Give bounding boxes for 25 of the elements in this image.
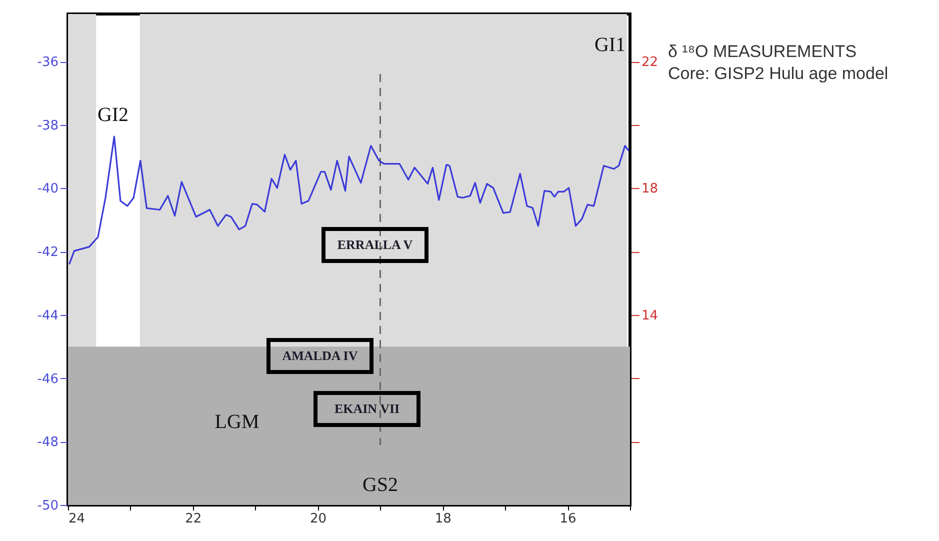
- y2-tick-label: 18: [642, 182, 658, 197]
- y-tick-label: -42: [37, 245, 58, 260]
- ref-line-label: GS2: [362, 474, 398, 496]
- y2-tick-label: 14: [642, 308, 658, 324]
- annotation: AMALDA IV: [282, 348, 358, 363]
- x-tick-label: 24: [68, 512, 86, 526]
- annotation: GI2: [97, 104, 129, 126]
- text: Core: GISP2 Hulu age model: [668, 64, 888, 83]
- x-tick-label: 20: [310, 512, 327, 526]
- annotation: GI1: [594, 34, 626, 56]
- x-tick-label: 22: [185, 512, 202, 526]
- y-tick-label: -46: [37, 372, 58, 387]
- y-tick-label: -48: [37, 435, 58, 450]
- annotation: EKAIN VII: [334, 401, 400, 416]
- x-tick-label: 16: [560, 512, 576, 526]
- annotation: LGM: [214, 411, 260, 433]
- y-tick-label: -36: [37, 55, 58, 70]
- y-tick-label: -44: [37, 308, 58, 324]
- y-tick-label: -50: [37, 498, 58, 514]
- y-tick-label: -40: [37, 182, 58, 197]
- line-series: [68, 136, 630, 266]
- y2-tick-label: 22: [642, 55, 658, 70]
- text: δ ¹⁸O MEASUREMENTS: [668, 42, 857, 61]
- x-tick-label: 18: [434, 512, 452, 526]
- y-tick-label: -38: [37, 118, 58, 134]
